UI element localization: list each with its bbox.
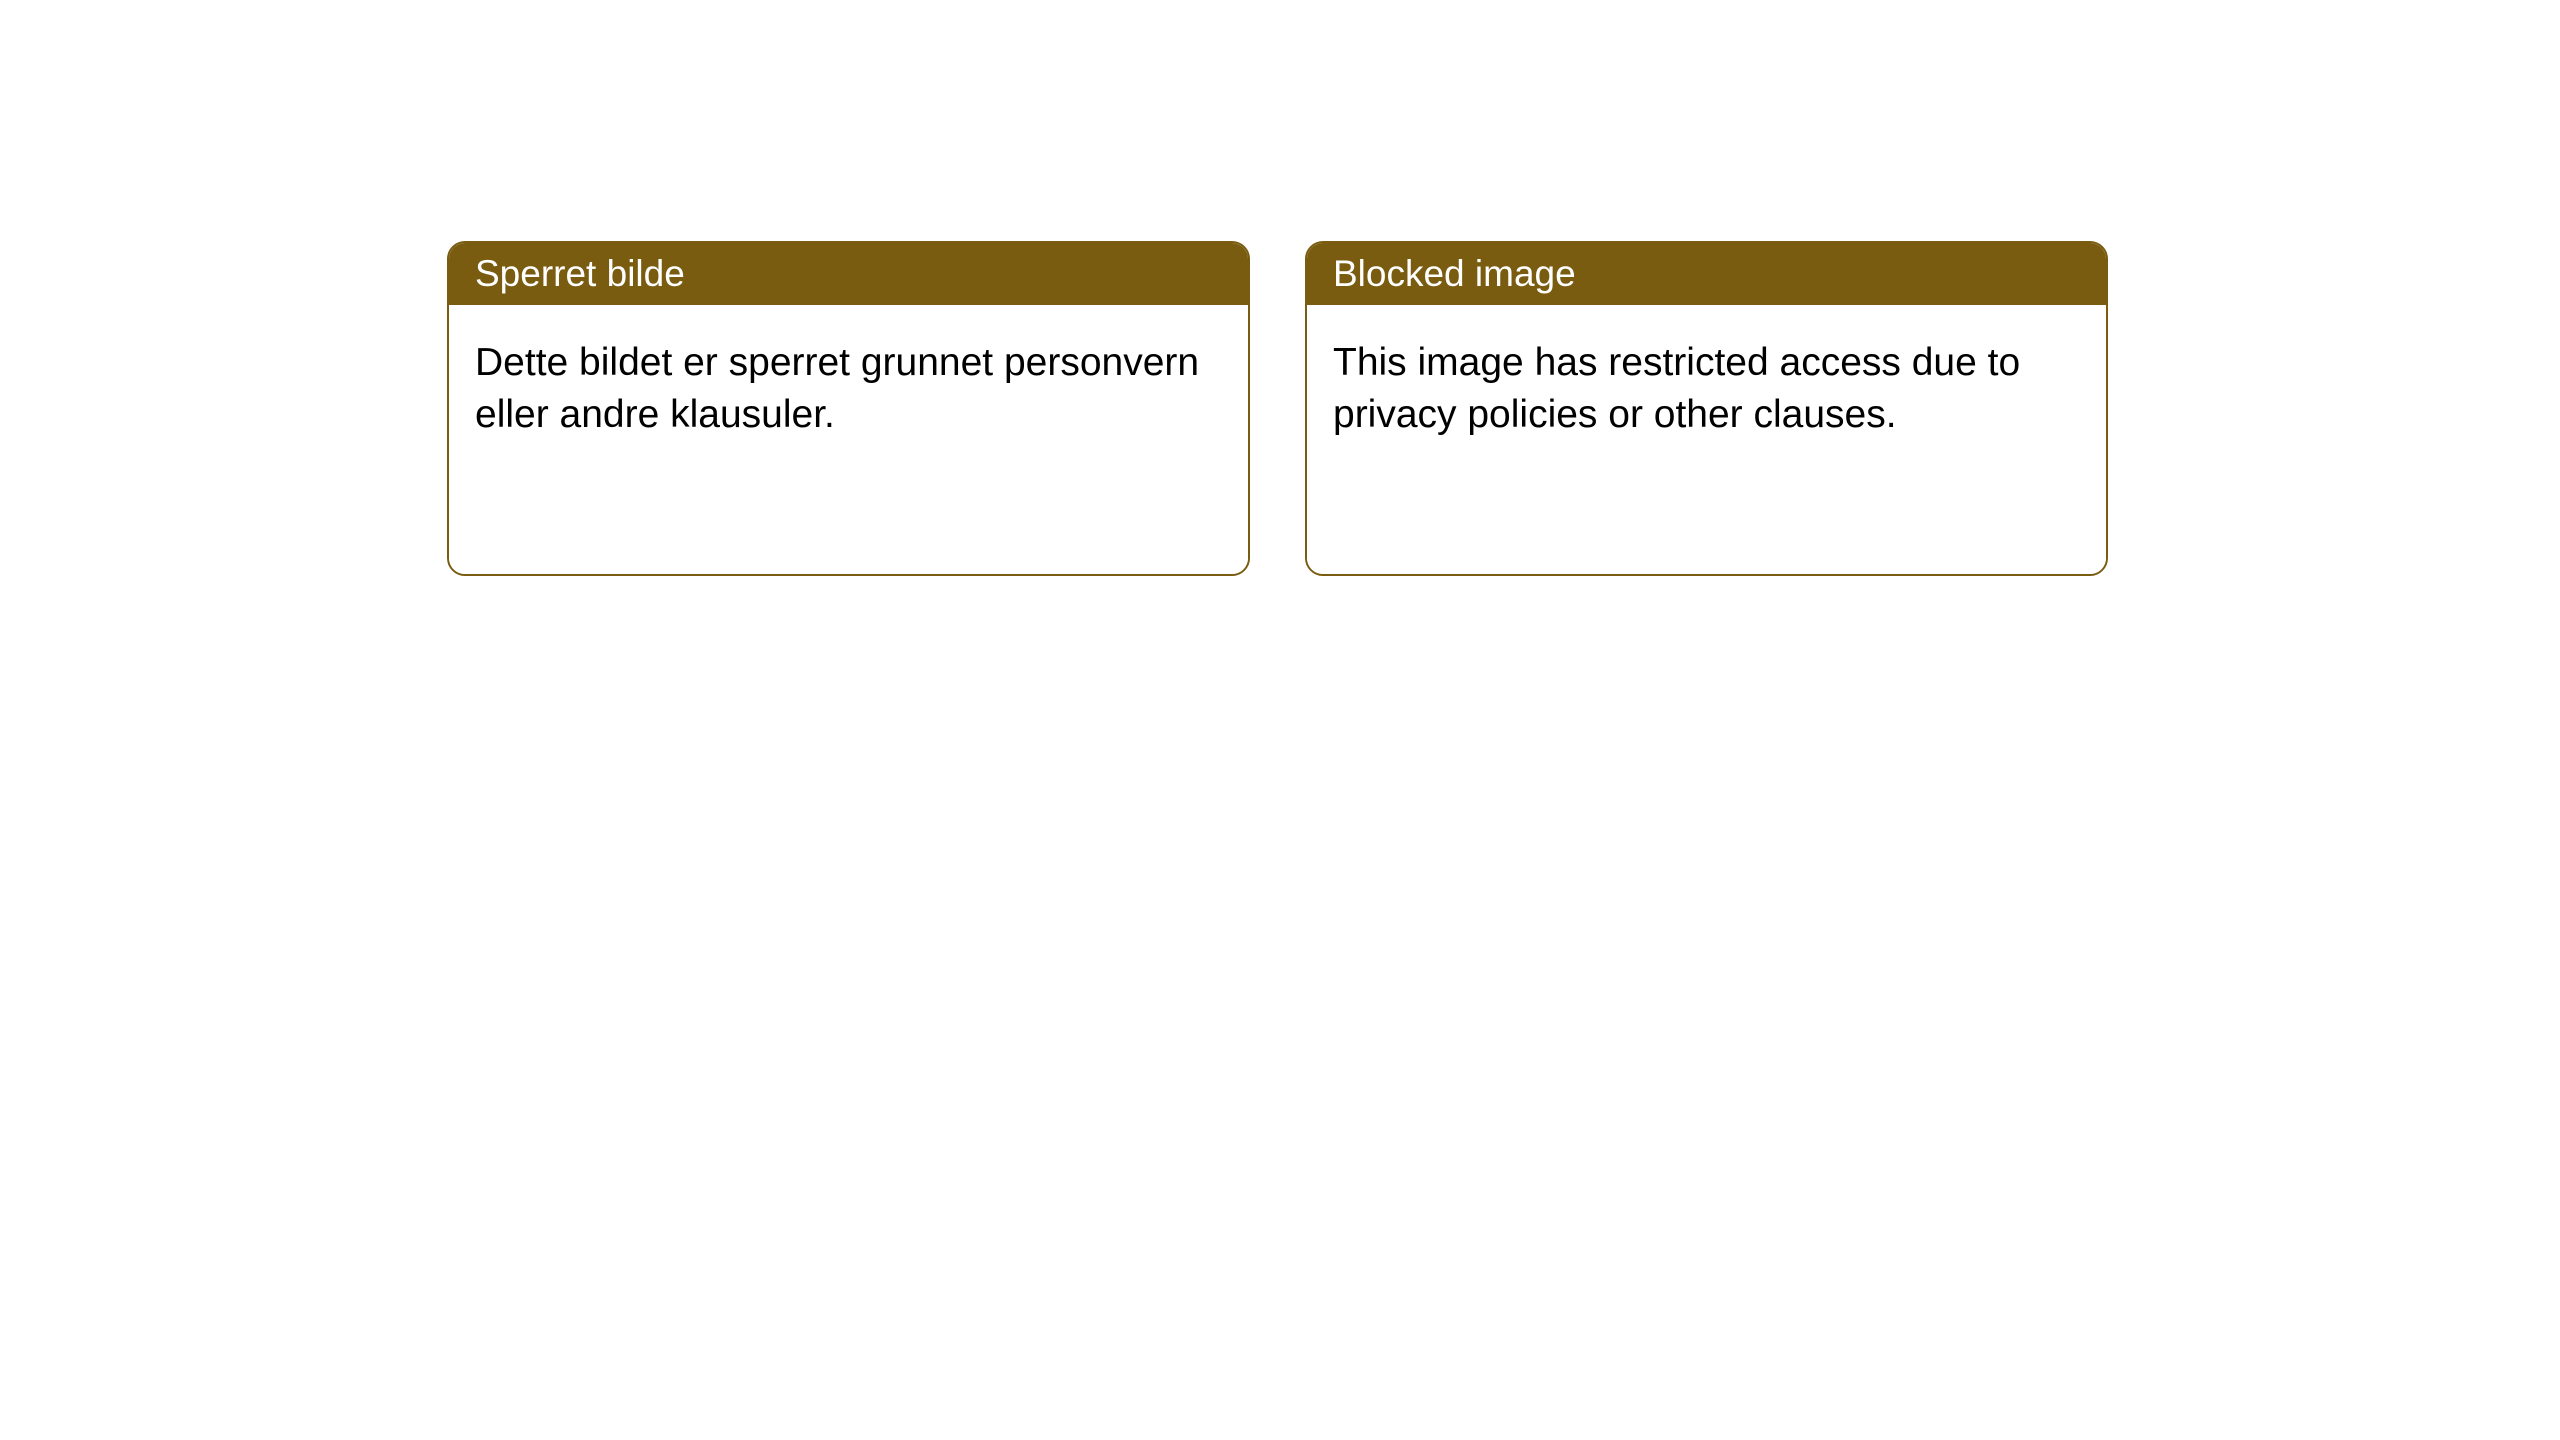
card-title: Blocked image [1333, 253, 1576, 294]
notice-cards-container: Sperret bilde Dette bildet er sperret gr… [447, 241, 2108, 576]
card-body: Dette bildet er sperret grunnet personve… [449, 305, 1248, 574]
card-header: Blocked image [1307, 243, 2106, 305]
notice-card-english: Blocked image This image has restricted … [1305, 241, 2108, 576]
card-body: This image has restricted access due to … [1307, 305, 2106, 574]
card-body-text: This image has restricted access due to … [1333, 341, 2020, 436]
notice-card-norwegian: Sperret bilde Dette bildet er sperret gr… [447, 241, 1250, 576]
card-title: Sperret bilde [475, 253, 685, 294]
card-header: Sperret bilde [449, 243, 1248, 305]
card-body-text: Dette bildet er sperret grunnet personve… [475, 341, 1199, 436]
